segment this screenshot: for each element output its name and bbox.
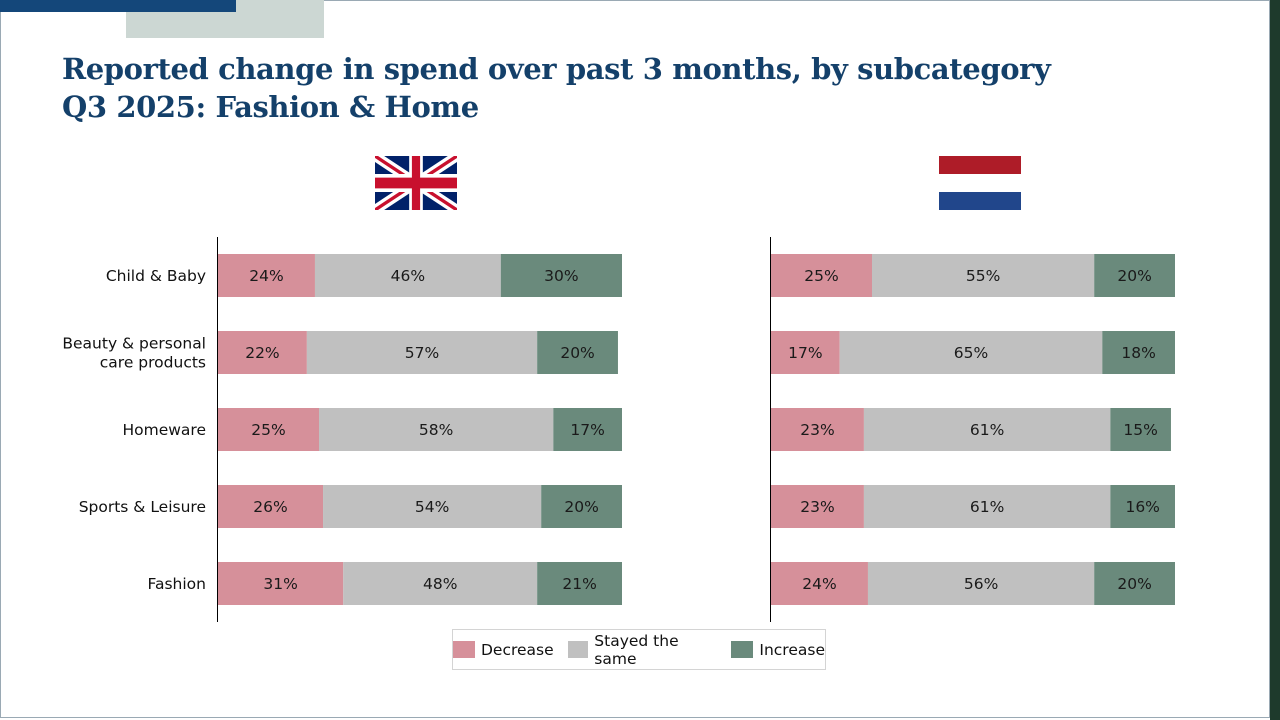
uk-bar-label-same-1: 57% <box>405 344 439 362</box>
legend-item-decrease: Decrease <box>453 641 554 659</box>
chart-legend: Decrease Stayed the same Increase <box>452 629 826 670</box>
netherlands-flag-icon <box>939 156 1021 210</box>
nl-bar-label-decrease-4: 24% <box>802 575 836 593</box>
nl-bar-increase-2 <box>1110 408 1171 451</box>
uk-bar-label-decrease-2: 25% <box>251 421 285 439</box>
uk-bar-decrease-3 <box>218 485 324 528</box>
legend-label-same: Stayed the same <box>594 631 679 668</box>
uk-bar-same-0 <box>314 254 501 297</box>
category-label-1-line-0: Beauty & personal <box>62 335 206 353</box>
nl-bar-label-decrease-3: 23% <box>800 498 834 516</box>
nl-bar-label-increase-0: 20% <box>1117 267 1151 285</box>
legend-swatch-same <box>567 641 589 658</box>
nl-bar-decrease-0 <box>771 254 872 297</box>
category-label-4-line-0: Fashion <box>147 575 206 593</box>
nl-bar-decrease-2 <box>771 408 864 451</box>
right-accent-bar <box>1270 0 1280 720</box>
nl-bar-label-decrease-1: 17% <box>788 344 822 362</box>
uk-bar-label-decrease-4: 31% <box>263 575 297 593</box>
uk-bar-label-decrease-0: 24% <box>249 267 283 285</box>
nl-bar-same-4 <box>867 562 1095 605</box>
nl-bar-label-same-1: 65% <box>954 344 988 362</box>
uk-bar-same-4 <box>343 562 538 605</box>
uk-bar-label-same-0: 46% <box>391 267 425 285</box>
uk-bar-label-decrease-1: 22% <box>245 344 279 362</box>
nl-bar-same-2 <box>863 408 1111 451</box>
nl-bar-label-same-3: 61% <box>970 498 1004 516</box>
legend-item-increase: Increase <box>731 641 825 659</box>
uk-bar-increase-0 <box>500 254 622 297</box>
nl-bar-same-0 <box>872 254 1095 297</box>
uk-bar-label-same-2: 58% <box>419 421 453 439</box>
nl-bar-label-same-4: 56% <box>964 575 998 593</box>
uk-bar-label-increase-3: 20% <box>564 498 598 516</box>
legend-item-same: Stayed the same <box>567 631 718 668</box>
uk-bar-label-decrease-3: 26% <box>253 498 287 516</box>
chart-title: Reported change in spend over past 3 mon… <box>62 52 1051 86</box>
uk-bar-decrease-0 <box>218 254 315 297</box>
category-label-0-line-0: Child & Baby <box>106 267 206 285</box>
uk-bar-increase-2 <box>553 408 622 451</box>
nl-bar-label-decrease-2: 23% <box>800 421 834 439</box>
nl-bar-increase-0 <box>1094 254 1175 297</box>
nl-bar-label-decrease-0: 25% <box>804 267 838 285</box>
uk-flag-icon <box>375 156 457 210</box>
uk-bar-increase-3 <box>541 485 622 528</box>
nl-bar-decrease-3 <box>771 485 864 528</box>
subtitle-section: Fashion & Home <box>215 90 479 124</box>
uk-bar-label-increase-2: 17% <box>570 421 604 439</box>
legend-swatch-increase <box>731 641 754 658</box>
nl-bar-label-same-2: 61% <box>970 421 1004 439</box>
uk-bar-label-increase-0: 30% <box>544 267 578 285</box>
nl-bar-label-increase-2: 15% <box>1123 421 1157 439</box>
category-label-3-line-0: Sports & Leisure <box>79 498 206 516</box>
nl-bar-label-same-0: 55% <box>966 267 1000 285</box>
header-accent-blue <box>0 0 236 12</box>
uk-bar-decrease-2 <box>218 408 319 451</box>
legend-label-increase: Increase <box>759 640 825 659</box>
legend-swatch-decrease <box>453 641 475 658</box>
nl-bar-label-increase-1: 18% <box>1121 344 1155 362</box>
nl-bar-decrease-4 <box>771 562 868 605</box>
chart-subtitle: Q3 2025: Fashion & Home <box>62 88 479 126</box>
uk-bar-increase-4 <box>537 562 622 605</box>
nl-bar-label-increase-4: 20% <box>1117 575 1151 593</box>
nl-bar-same-1 <box>839 331 1103 374</box>
uk-bar-label-same-3: 54% <box>415 498 449 516</box>
nl-bar-label-increase-3: 16% <box>1125 498 1159 516</box>
subtitle-period: Q3 2025: <box>62 90 206 124</box>
uk-bar-increase-1 <box>537 331 618 374</box>
uk-bar-label-same-4: 48% <box>423 575 457 593</box>
nl-bar-increase-3 <box>1110 485 1175 528</box>
uk-bar-same-2 <box>319 408 554 451</box>
uk-bar-decrease-4 <box>218 562 344 605</box>
category-label-1-line-1: care products <box>100 354 206 372</box>
nl-bar-increase-4 <box>1094 562 1175 605</box>
uk-bar-label-increase-4: 21% <box>562 575 596 593</box>
nl-bar-increase-1 <box>1102 331 1175 374</box>
uk-bar-same-3 <box>323 485 542 528</box>
nl-bar-same-3 <box>863 485 1111 528</box>
category-label-2-line-0: Homeware <box>122 421 206 439</box>
uk-bar-same-1 <box>306 331 538 374</box>
nl-bar-decrease-1 <box>771 331 840 374</box>
uk-bar-decrease-1 <box>218 331 307 374</box>
legend-label-decrease: Decrease <box>481 640 554 659</box>
uk-bar-label-increase-1: 20% <box>560 344 594 362</box>
